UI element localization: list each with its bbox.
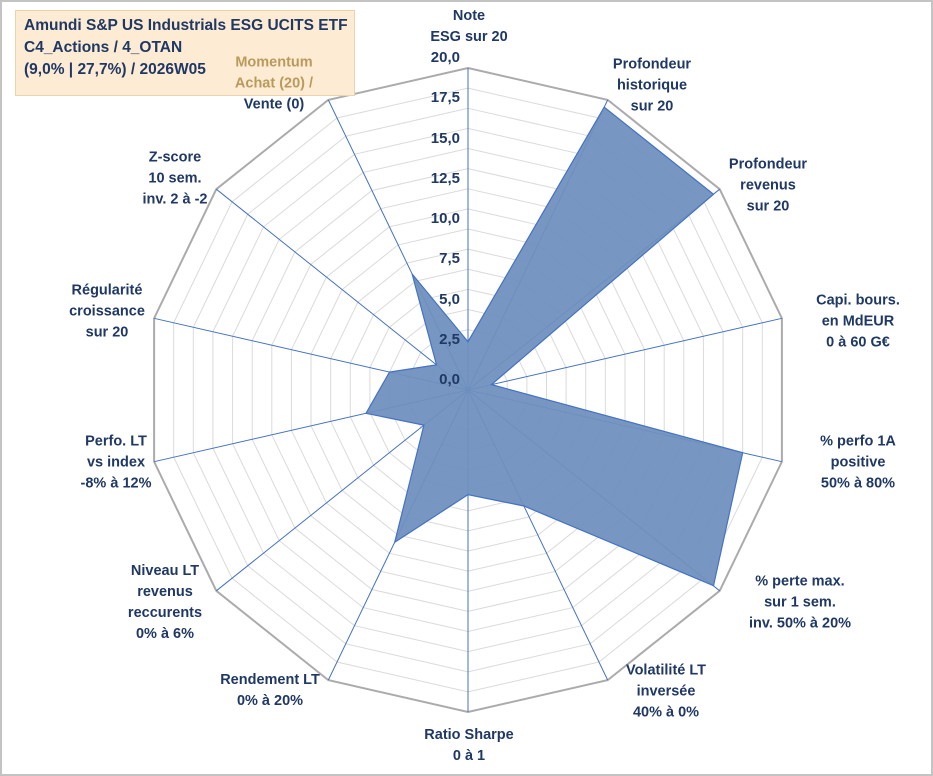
axis-label-5: % perte max. sur 1 sem. inv. 50% à 20% [748, 573, 852, 632]
weights-week-line: (9,0% | 27,7%) / 2026W05 [24, 61, 206, 78]
axis-spoke-12 [215, 188, 469, 391]
axis-label-0: Note ESG sur 20 [430, 8, 508, 45]
axis-label-10: Perfo. LT vs index -8% à 12% [80, 433, 152, 492]
axis-label-7: Ratio Sharpe 0 à 1 [424, 727, 514, 764]
axis-label-6: Volatilité LT inversée 40% à 0% [625, 662, 707, 721]
axis-label-2: Profondeur revenus sur 20 [728, 156, 808, 215]
radial-tick-10,0: 10,0 [430, 210, 460, 227]
radar-series-polygon [365, 106, 744, 587]
radial-tick-17,5: 17,5 [430, 89, 460, 107]
radial-tick-2,5: 2,5 [439, 330, 460, 348]
radial-tick-7,5: 7,5 [439, 250, 460, 268]
radial-tick-20,0: 20,0 [430, 49, 460, 66]
radial-tick-5,0: 5,0 [439, 290, 460, 308]
title-box: Amundi S&P US Industrials ESG UCITS ETF … [15, 10, 355, 96]
axis-label-9: Niveau LT revenus reccurents 0% à 6% [127, 563, 203, 642]
classification-line: C4_Actions / 4_OTAN [24, 39, 183, 56]
axis-label-8: Rendement LT 0% à 20% [220, 672, 320, 709]
axis-label-4: % perfo 1A positive 50% à 80% [820, 433, 896, 492]
axis-spoke-3 [467, 317, 783, 391]
radial-tick-0,0: 0,0 [439, 371, 460, 388]
axis-label-3: Capi. bours. en MdEUR 0 à 60 G€ [816, 292, 900, 351]
axis-label-1: Profondeur historique sur 20 [612, 56, 692, 115]
etf-title: Amundi S&P US Industrials ESG UCITS ETF [24, 17, 348, 34]
axis-label-13: Momentum Achat (20) / Vente (0) [234, 54, 314, 113]
axis-label-12: Z-score 10 sem. inv. 2 à -2 [142, 149, 208, 208]
axis-label-11: Régularité croissance sur 20 [69, 282, 145, 341]
radial-tick-12,5: 12,5 [430, 169, 460, 187]
radial-tick-15,0: 15,0 [430, 129, 460, 147]
